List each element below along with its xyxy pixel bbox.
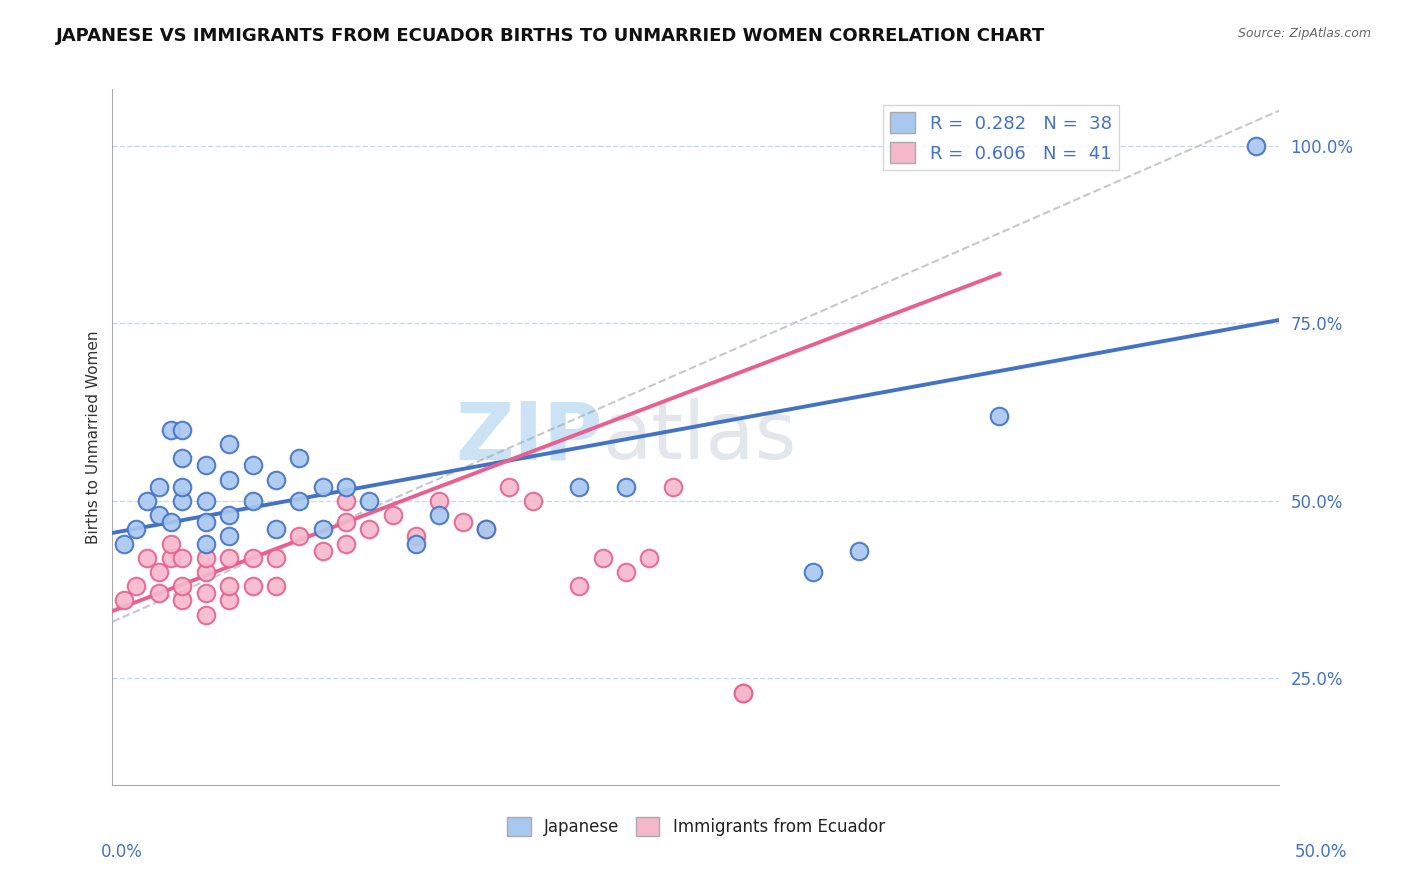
Point [194, 565, 217, 579]
Point [311, 522, 333, 536]
Point [335, 494, 357, 508]
Point [264, 550, 287, 565]
Point [148, 480, 170, 494]
Text: 0.0%: 0.0% [101, 843, 143, 861]
Point [194, 458, 217, 473]
Point [498, 480, 520, 494]
Point [311, 480, 333, 494]
Point [475, 522, 498, 536]
Text: JAPANESE VS IMMIGRANTS FROM ECUADOR BIRTHS TO UNMARRIED WOMEN CORRELATION CHART: JAPANESE VS IMMIGRANTS FROM ECUADOR BIRT… [56, 27, 1046, 45]
Point [335, 516, 357, 530]
Point [405, 529, 427, 543]
Point [475, 522, 498, 536]
Y-axis label: Births to Unmarried Women: Births to Unmarried Women [86, 330, 101, 544]
Point [568, 579, 591, 593]
Point [359, 522, 381, 536]
Point [988, 409, 1011, 423]
Text: ZIP: ZIP [456, 398, 603, 476]
Point [638, 550, 661, 565]
Point [172, 579, 194, 593]
Point [125, 522, 148, 536]
Point [264, 522, 287, 536]
Point [288, 451, 311, 466]
Point [288, 494, 311, 508]
Point [242, 550, 264, 565]
Point [288, 529, 311, 543]
Text: Source: ZipAtlas.com: Source: ZipAtlas.com [1237, 27, 1371, 40]
Point [218, 579, 240, 593]
Point [592, 550, 614, 565]
Point [335, 536, 357, 550]
Point [335, 480, 357, 494]
Legend: Japanese, Immigrants from Ecuador: Japanese, Immigrants from Ecuador [501, 810, 891, 843]
Point [172, 423, 194, 437]
Point [242, 494, 264, 508]
Point [218, 593, 240, 607]
Point [218, 473, 240, 487]
Point [136, 550, 159, 565]
Point [125, 579, 148, 593]
Point [160, 536, 183, 550]
Point [568, 480, 591, 494]
Point [359, 494, 381, 508]
Point [160, 423, 183, 437]
Point [172, 494, 194, 508]
Point [136, 494, 159, 508]
Point [112, 536, 135, 550]
Point [194, 516, 217, 530]
Point [661, 480, 683, 494]
Point [194, 550, 217, 565]
Point [148, 565, 170, 579]
Point [427, 494, 450, 508]
Point [218, 508, 240, 523]
Point [194, 494, 217, 508]
Point [264, 579, 287, 593]
Point [172, 451, 194, 466]
Point [218, 529, 240, 543]
Point [731, 686, 754, 700]
Point [405, 536, 427, 550]
Point [172, 593, 194, 607]
Point [148, 586, 170, 600]
Point [1244, 139, 1267, 153]
Point [172, 550, 194, 565]
Point [451, 516, 474, 530]
Point [194, 586, 217, 600]
Point [801, 565, 824, 579]
Point [522, 494, 544, 508]
Point [242, 458, 264, 473]
Point [148, 508, 170, 523]
Point [614, 565, 637, 579]
Point [731, 686, 754, 700]
Point [614, 480, 637, 494]
Point [172, 480, 194, 494]
Text: 50.0%: 50.0% [1295, 843, 1347, 861]
Point [194, 536, 217, 550]
Point [112, 593, 135, 607]
Point [242, 579, 264, 593]
Point [160, 550, 183, 565]
Point [218, 550, 240, 565]
Point [427, 508, 450, 523]
Point [381, 508, 404, 523]
Point [160, 516, 183, 530]
Point [218, 437, 240, 451]
Point [194, 607, 217, 622]
Point [264, 473, 287, 487]
Text: atlas: atlas [603, 398, 797, 476]
Point [311, 543, 333, 558]
Point [848, 543, 870, 558]
